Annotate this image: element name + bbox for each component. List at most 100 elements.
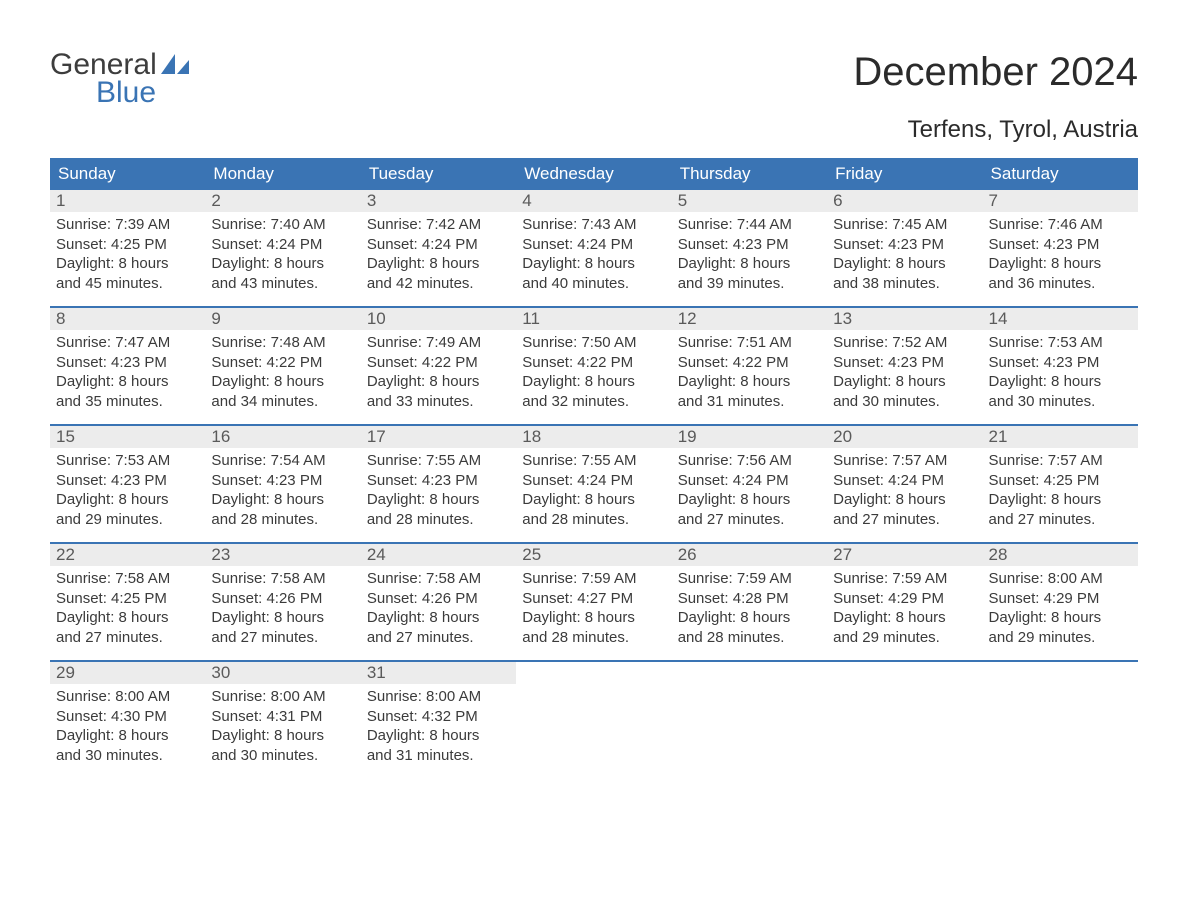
- day-sunrise-text: Sunrise: 7:59 AM: [678, 569, 821, 589]
- day-cell: 15Sunrise: 7:53 AMSunset: 4:23 PMDayligh…: [50, 426, 205, 542]
- day-sunrise-text: Sunrise: 7:57 AM: [989, 451, 1132, 471]
- day-sunrise-text: Sunrise: 7:48 AM: [211, 333, 354, 353]
- day-number: 20: [827, 426, 982, 448]
- day-sunrise-text: Sunrise: 7:43 AM: [522, 215, 665, 235]
- day-sunset-text: Sunset: 4:22 PM: [367, 353, 510, 373]
- day-sunset-text: Sunset: 4:26 PM: [211, 589, 354, 609]
- day-sunrise-text: Sunrise: 8:00 AM: [989, 569, 1132, 589]
- day-sunrise-text: Sunrise: 7:55 AM: [367, 451, 510, 471]
- day-d2-text: and 38 minutes.: [833, 274, 976, 294]
- day-d1-text: Daylight: 8 hours: [989, 372, 1132, 392]
- day-info: Sunrise: 7:42 AMSunset: 4:24 PMDaylight:…: [361, 212, 516, 293]
- day-cell: [516, 662, 671, 778]
- day-info: Sunrise: 7:58 AMSunset: 4:26 PMDaylight:…: [361, 566, 516, 647]
- day-cell: [672, 662, 827, 778]
- day-sunset-text: Sunset: 4:24 PM: [522, 235, 665, 255]
- day-d2-text: and 33 minutes.: [367, 392, 510, 412]
- day-sunset-text: Sunset: 4:24 PM: [522, 471, 665, 491]
- day-d1-text: Daylight: 8 hours: [367, 490, 510, 510]
- day-d1-text: Daylight: 8 hours: [678, 490, 821, 510]
- day-sunrise-text: Sunrise: 7:53 AM: [56, 451, 199, 471]
- day-sunrise-text: Sunrise: 7:50 AM: [522, 333, 665, 353]
- day-sunset-text: Sunset: 4:28 PM: [678, 589, 821, 609]
- day-number: 6: [827, 190, 982, 212]
- day-sunrise-text: Sunrise: 7:55 AM: [522, 451, 665, 471]
- day-number: 7: [983, 190, 1138, 212]
- day-d2-text: and 27 minutes.: [833, 510, 976, 530]
- day-d1-text: Daylight: 8 hours: [367, 726, 510, 746]
- day-sunset-text: Sunset: 4:23 PM: [211, 471, 354, 491]
- day-info: Sunrise: 7:45 AMSunset: 4:23 PMDaylight:…: [827, 212, 982, 293]
- day-cell: 18Sunrise: 7:55 AMSunset: 4:24 PMDayligh…: [516, 426, 671, 542]
- day-sunset-text: Sunset: 4:25 PM: [56, 589, 199, 609]
- day-sunset-text: Sunset: 4:23 PM: [56, 471, 199, 491]
- day-number: 23: [205, 544, 360, 566]
- day-sunrise-text: Sunrise: 7:46 AM: [989, 215, 1132, 235]
- day-d1-text: Daylight: 8 hours: [56, 254, 199, 274]
- day-number: 14: [983, 308, 1138, 330]
- page-title: December 2024: [853, 50, 1138, 95]
- day-sunset-text: Sunset: 4:29 PM: [833, 589, 976, 609]
- day-cell: 23Sunrise: 7:58 AMSunset: 4:26 PMDayligh…: [205, 544, 360, 660]
- day-d2-text: and 28 minutes.: [522, 510, 665, 530]
- day-number: 25: [516, 544, 671, 566]
- day-sunset-text: Sunset: 4:26 PM: [367, 589, 510, 609]
- day-d1-text: Daylight: 8 hours: [833, 490, 976, 510]
- day-sunrise-text: Sunrise: 7:56 AM: [678, 451, 821, 471]
- day-d1-text: Daylight: 8 hours: [367, 254, 510, 274]
- day-sunset-text: Sunset: 4:24 PM: [367, 235, 510, 255]
- week-row: 15Sunrise: 7:53 AMSunset: 4:23 PMDayligh…: [50, 424, 1138, 542]
- day-sunrise-text: Sunrise: 8:00 AM: [211, 687, 354, 707]
- day-sunset-text: Sunset: 4:25 PM: [56, 235, 199, 255]
- day-sunrise-text: Sunrise: 7:59 AM: [833, 569, 976, 589]
- day-d1-text: Daylight: 8 hours: [367, 608, 510, 628]
- day-d1-text: Daylight: 8 hours: [989, 254, 1132, 274]
- logo-text-blue: Blue: [96, 78, 189, 108]
- day-cell: 27Sunrise: 7:59 AMSunset: 4:29 PMDayligh…: [827, 544, 982, 660]
- day-sunset-text: Sunset: 4:23 PM: [678, 235, 821, 255]
- day-number: 4: [516, 190, 671, 212]
- day-d2-text: and 36 minutes.: [989, 274, 1132, 294]
- day-sunset-text: Sunset: 4:32 PM: [367, 707, 510, 727]
- day-d2-text: and 43 minutes.: [211, 274, 354, 294]
- day-info: Sunrise: 7:58 AMSunset: 4:25 PMDaylight:…: [50, 566, 205, 647]
- day-sunrise-text: Sunrise: 7:57 AM: [833, 451, 976, 471]
- day-d2-text: and 27 minutes.: [56, 628, 199, 648]
- weekday-header: Saturday: [983, 158, 1138, 190]
- day-info: Sunrise: 7:59 AMSunset: 4:28 PMDaylight:…: [672, 566, 827, 647]
- day-d2-text: and 30 minutes.: [833, 392, 976, 412]
- day-info: Sunrise: 7:43 AMSunset: 4:24 PMDaylight:…: [516, 212, 671, 293]
- day-d2-text: and 31 minutes.: [678, 392, 821, 412]
- day-sunrise-text: Sunrise: 8:00 AM: [367, 687, 510, 707]
- day-d1-text: Daylight: 8 hours: [211, 726, 354, 746]
- day-d2-text: and 42 minutes.: [367, 274, 510, 294]
- day-cell: 20Sunrise: 7:57 AMSunset: 4:24 PMDayligh…: [827, 426, 982, 542]
- day-d1-text: Daylight: 8 hours: [678, 608, 821, 628]
- weekday-header-row: Sunday Monday Tuesday Wednesday Thursday…: [50, 158, 1138, 190]
- day-number: 8: [50, 308, 205, 330]
- day-d2-text: and 29 minutes.: [989, 628, 1132, 648]
- day-cell: 26Sunrise: 7:59 AMSunset: 4:28 PMDayligh…: [672, 544, 827, 660]
- day-number: 15: [50, 426, 205, 448]
- day-cell: 30Sunrise: 8:00 AMSunset: 4:31 PMDayligh…: [205, 662, 360, 778]
- day-number: 16: [205, 426, 360, 448]
- day-number: 11: [516, 308, 671, 330]
- day-d1-text: Daylight: 8 hours: [522, 608, 665, 628]
- day-d1-text: Daylight: 8 hours: [211, 254, 354, 274]
- location-text: Terfens, Tyrol, Austria: [50, 116, 1138, 144]
- day-d1-text: Daylight: 8 hours: [211, 372, 354, 392]
- day-sunset-text: Sunset: 4:24 PM: [678, 471, 821, 491]
- sail-icon: [161, 50, 189, 80]
- day-number: 2: [205, 190, 360, 212]
- weekday-header: Wednesday: [516, 158, 671, 190]
- weekday-header: Tuesday: [361, 158, 516, 190]
- day-d2-text: and 30 minutes.: [989, 392, 1132, 412]
- day-cell: 3Sunrise: 7:42 AMSunset: 4:24 PMDaylight…: [361, 190, 516, 306]
- day-info: Sunrise: 7:51 AMSunset: 4:22 PMDaylight:…: [672, 330, 827, 411]
- day-d1-text: Daylight: 8 hours: [678, 254, 821, 274]
- day-d2-text: and 30 minutes.: [211, 746, 354, 766]
- day-info: Sunrise: 7:56 AMSunset: 4:24 PMDaylight:…: [672, 448, 827, 529]
- day-d1-text: Daylight: 8 hours: [56, 608, 199, 628]
- header: General Blue December 2024: [50, 50, 1138, 108]
- day-sunset-text: Sunset: 4:29 PM: [989, 589, 1132, 609]
